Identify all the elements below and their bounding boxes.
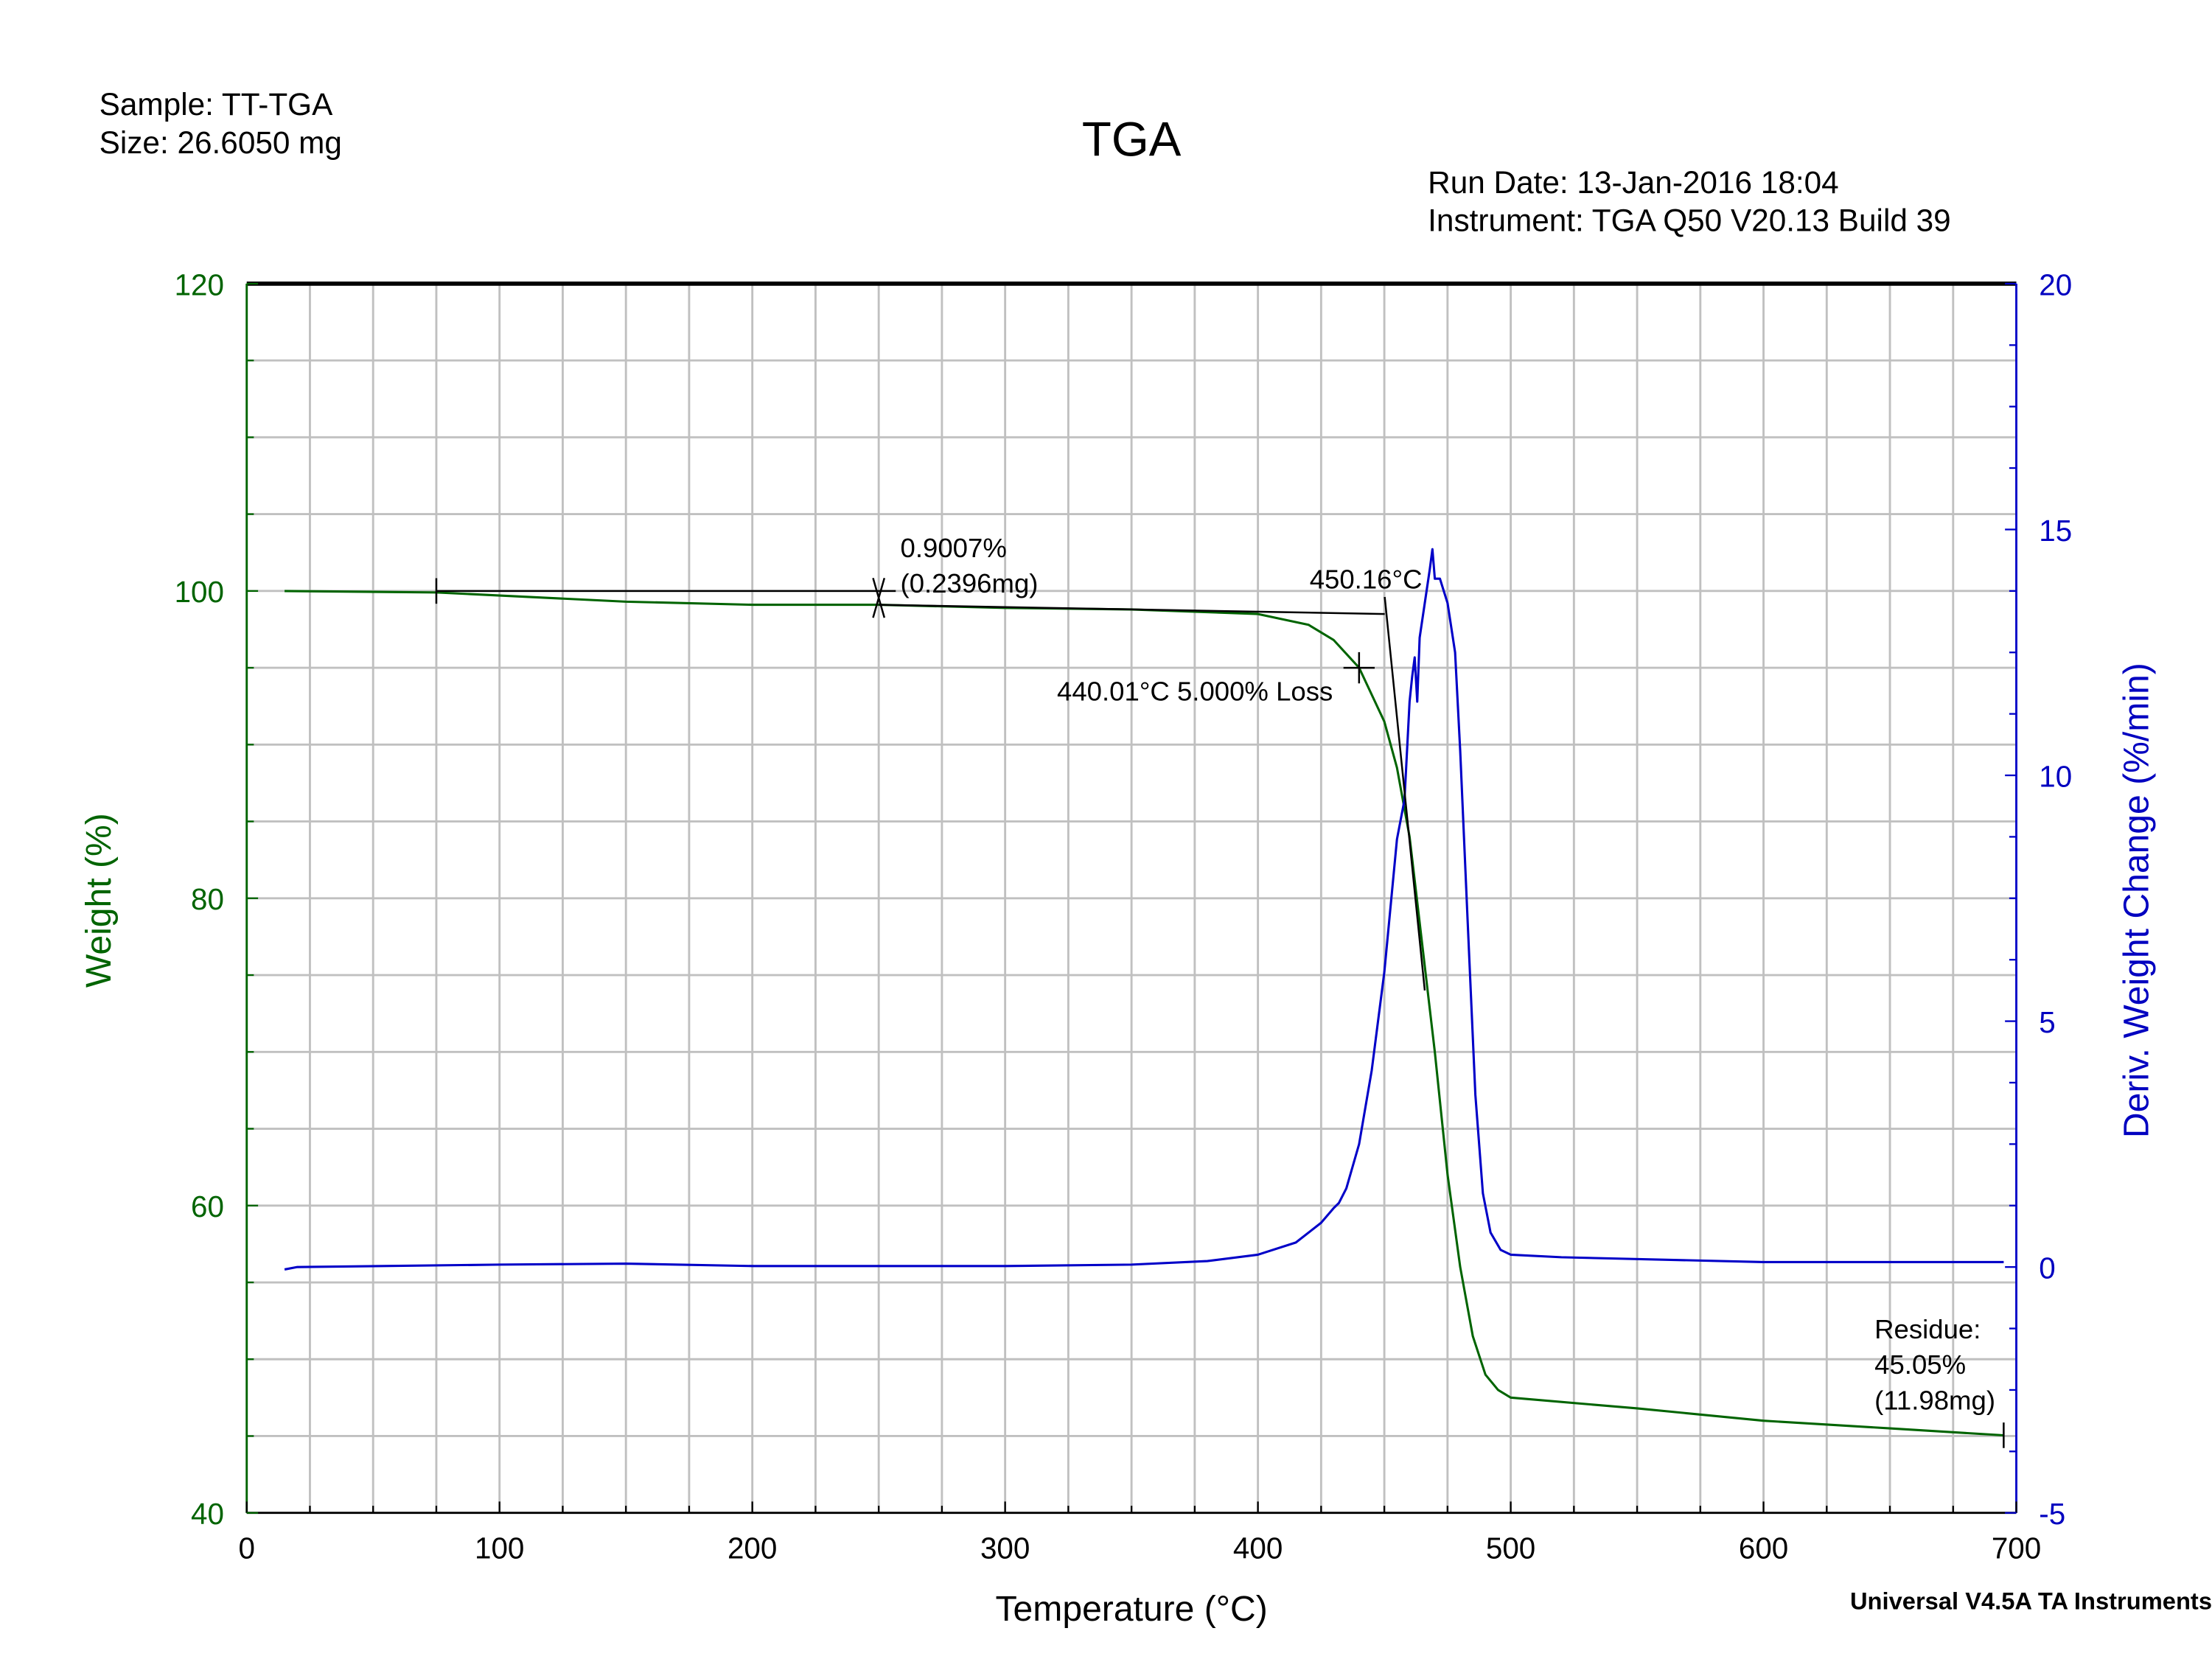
five-percent-loss-label: 440.01°C 5.000% Loss (1057, 676, 1333, 706)
deriv-weight-curve (284, 548, 2004, 1271)
x-tick-label: 200 (728, 1531, 777, 1565)
x-axis-label: Temperature (°C) (996, 1589, 1268, 1629)
instrument-label: Instrument: TGA Q50 V20.13 Build 39 (1428, 203, 1951, 238)
grid (246, 283, 2017, 1513)
y2-tick-label: 20 (2039, 268, 2072, 301)
run-date-label: Run Date: 13-Jan-2016 18:04 (1428, 165, 1839, 200)
step-lower-tangent (879, 604, 1385, 615)
x-tick-label: 300 (980, 1531, 1030, 1565)
weight-curve (285, 590, 2004, 1437)
step-loss-percent: 0.9007% (901, 533, 1007, 563)
y-tick-label: 40 (191, 1497, 224, 1531)
annotations: 0.9007% (0.2396mg) 450.16°C 440.01°C 5.000%… (435, 533, 2005, 1448)
y2-tick-label: 5 (2039, 1005, 2055, 1039)
x-tick-label: 700 (1992, 1531, 2041, 1565)
five-percent-loss-marker (1343, 652, 1375, 684)
y-tick-label: 60 (191, 1190, 224, 1223)
y2-tick-label: 15 (2039, 514, 2072, 548)
y-axis-label: Weight (%) (79, 813, 119, 988)
residue-label-3: (11.98mg) (1874, 1385, 1995, 1415)
y-tick-label: 120 (175, 268, 224, 301)
y2-tick-label: -5 (2039, 1497, 2065, 1531)
axes (245, 281, 2017, 1515)
x-tick-label: 500 (1486, 1531, 1535, 1565)
y-tick-label: 80 (191, 882, 224, 916)
y-tick-label: 100 (175, 575, 224, 609)
step-loss-mass: (0.2396mg) (901, 568, 1039, 598)
step-end-marker (872, 577, 886, 618)
x-tick-label: 100 (475, 1531, 524, 1565)
y2-tick-label: 10 (2039, 759, 2072, 793)
size-label: Size: 26.6050 mg (100, 125, 342, 160)
chart-title: TGA (1082, 113, 1182, 167)
x-tick-label: 600 (1739, 1531, 1788, 1565)
x-tick-label: 400 (1233, 1531, 1283, 1565)
footer-label: Universal V4.5A TA Instruments (1850, 1588, 2212, 1615)
residue-label-2: 45.05% (1874, 1349, 1966, 1380)
onset-temperature-label: 450.16°C (1310, 564, 1423, 594)
y2-tick-label: 0 (2039, 1251, 2055, 1285)
sample-label: Sample: TT-TGA (100, 87, 333, 122)
tick-labels: 0 100 200 300 400 500 600 700 40 60 80 100 120 -5 0 5 10… (175, 268, 2073, 1565)
y2-axis-label: Deriv. Weight Change (%/min) (2116, 663, 2156, 1138)
onset-tangent-line (1384, 596, 1426, 991)
x-tick-label: 0 (238, 1531, 254, 1565)
residue-label-1: Residue: (1874, 1314, 1981, 1344)
